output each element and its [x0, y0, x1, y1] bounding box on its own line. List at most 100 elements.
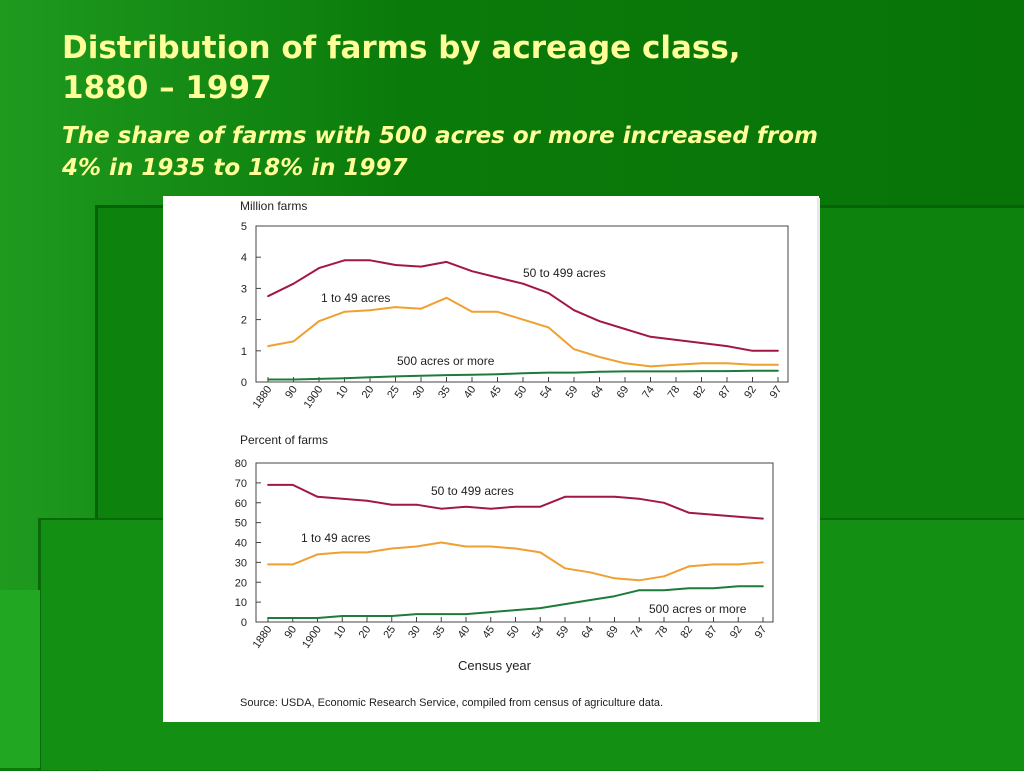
chart1-x-tick-label: 50	[513, 384, 530, 401]
chart1-data-point-500-acres-or-more	[394, 375, 397, 378]
chart2-x-tick-label: 92	[728, 624, 745, 641]
chart2-data-point-1-to-49-acres	[366, 551, 368, 554]
chart1-data-point-500-acres-or-more	[471, 373, 473, 376]
chart2-y-tick-label: 20	[235, 577, 247, 589]
chart2-data-point-500-acres-or-more	[291, 617, 294, 619]
chart2-data-point-500-acres-or-more	[762, 585, 764, 588]
chart2-data-point-500-acres-or-more	[687, 587, 690, 590]
chart2-x-tick-label: 45	[480, 624, 497, 641]
slide-title: Distribution of farms by acreage class, …	[62, 28, 741, 108]
chart2-data-point-1-to-49-acres	[440, 541, 443, 544]
chart2-x-tick-label: 30	[406, 624, 423, 641]
chart1-data-point-50-to-499-acres	[675, 338, 677, 341]
chart1-data-point-500-acres-or-more	[522, 372, 524, 375]
chart2-series-label-1-to-49-acres: 1 to 49 acres	[301, 531, 370, 545]
chart2-data-point-1-to-49-acres	[539, 551, 542, 554]
chart1-data-point-1-to-49-acres	[777, 363, 779, 366]
chart2-data-point-1-to-49-acres	[564, 567, 566, 570]
chart1-data-point-1-to-49-acres	[267, 345, 269, 348]
chart2-data-point-1-to-49-acres	[663, 575, 665, 578]
chart2-data-point-50-to-499-acres	[539, 505, 542, 508]
chart2-data-point-1-to-49-acres	[638, 579, 641, 582]
chart2-data-point-500-acres-or-more	[366, 615, 368, 617]
chart2-x-tick-label: 82	[678, 624, 695, 641]
chart1-x-tick-label: 74	[640, 384, 657, 401]
chart1-series-label-1-to-49-acres: 1 to 49 acres	[321, 291, 390, 305]
chart1-data-point-500-acres-or-more	[369, 376, 371, 379]
chart1-x-tick-label: 1880	[251, 384, 275, 411]
chart1-data-point-50-to-499-acres	[496, 276, 499, 279]
chart1-x-tick-label: 82	[691, 384, 708, 401]
chart1-data-point-1-to-49-acres	[700, 362, 703, 365]
chart2-data-point-500-acres-or-more	[663, 589, 665, 592]
chart2-x-tick-label: 50	[505, 624, 522, 641]
chart2-data-point-50-to-499-acres	[341, 497, 344, 500]
chart1-data-point-500-acres-or-more	[624, 370, 626, 373]
chart2-y-tick-label: 80	[235, 458, 247, 470]
chart2-data-point-1-to-49-acres	[415, 545, 418, 548]
chart1-data-point-1-to-49-acres	[751, 363, 754, 366]
chart1-series-label-50-to-499-acres: 50 to 499 acres	[523, 266, 606, 280]
chart1-data-point-1-to-49-acres	[318, 320, 320, 323]
chart2-data-point-50-to-499-acres	[489, 507, 492, 510]
chart1-x-tick-label: 92	[742, 384, 759, 401]
chart2-x-tick-label: 59	[555, 624, 572, 641]
chart1-data-point-1-to-49-acres	[496, 310, 499, 313]
chart2-data-point-1-to-49-acres	[762, 561, 764, 564]
chart2-data-point-500-acres-or-more	[737, 585, 740, 588]
chart1-data-point-50-to-499-acres	[471, 270, 473, 273]
chart2-data-point-500-acres-or-more	[390, 615, 393, 617]
chart1-data-point-50-to-499-acres	[547, 292, 550, 294]
chart2-data-point-1-to-49-acres	[613, 577, 616, 580]
charts-svg: Source: USDA, Economic Research Service,…	[235, 199, 789, 709]
chart2-y-tick-label: 60	[235, 498, 247, 510]
chart1-y-tick-label: 3	[241, 283, 247, 295]
chart1-x-tick-label: 45	[487, 384, 504, 401]
chart2-data-point-500-acres-or-more	[613, 595, 616, 598]
chart2-data-point-50-to-499-acres	[762, 517, 764, 520]
chart1-x-tick-label: 97	[768, 384, 785, 401]
chart1-data-point-500-acres-or-more	[267, 378, 269, 381]
chart2-data-point-500-acres-or-more	[465, 613, 467, 615]
chart2-data-point-500-acres-or-more	[341, 615, 344, 617]
chart2-data-point-1-to-49-acres	[316, 553, 319, 556]
title-line-1: Distribution of farms by acreage class,	[62, 30, 741, 66]
chart1-data-point-50-to-499-acres	[598, 320, 601, 323]
source-note: Source: USDA, Economic Research Service,…	[240, 697, 663, 709]
chart1-data-point-500-acres-or-more	[751, 369, 754, 372]
chart1-y-axis-title: Million farms	[240, 199, 307, 213]
chart1-data-point-500-acres-or-more	[777, 369, 779, 372]
chart2-y-tick-label: 30	[235, 557, 247, 569]
subtitle-line-1: The share of farms with 500 acres or mor…	[62, 123, 818, 149]
chart2-data-point-1-to-49-acres	[267, 563, 269, 566]
chart1-data-point-500-acres-or-more	[496, 373, 499, 376]
chart1-x-tick-label: 69	[615, 384, 632, 401]
chart1-x-tick-label: 59	[564, 384, 581, 401]
chart1-data-point-50-to-499-acres	[318, 267, 320, 270]
chart2-data-point-500-acres-or-more	[564, 603, 566, 606]
chart2-data-point-500-acres-or-more	[415, 613, 418, 615]
chart1-data-point-500-acres-or-more	[598, 370, 601, 373]
chart1-data-point-50-to-499-acres	[624, 328, 626, 330]
chart2-x-tick-label: 97	[753, 624, 770, 641]
chart2-data-point-50-to-499-acres	[712, 513, 715, 516]
chart1-data-point-500-acres-or-more	[292, 378, 295, 381]
chart2-data-point-1-to-49-acres	[514, 547, 517, 550]
chart2-data-point-500-acres-or-more	[712, 587, 715, 590]
chart2-data-point-50-to-499-acres	[267, 483, 269, 486]
chart2-data-point-1-to-49-acres	[465, 545, 467, 548]
chart2-x-tick-label: 64	[579, 624, 596, 641]
chart-panel: Source: USDA, Economic Research Service,…	[163, 196, 819, 722]
title-line-2: 1880 – 1997	[62, 70, 272, 106]
chart1-data-point-1-to-49-acres	[522, 318, 524, 321]
chart2-y-tick-label: 50	[235, 518, 247, 530]
chart2-data-point-500-acres-or-more	[638, 589, 641, 592]
chart1-series-label-500-acres-or-more: 500 acres or more	[397, 354, 495, 368]
chart2-y-tick-label: 10	[235, 597, 247, 609]
chart1-data-point-50-to-499-acres	[292, 282, 295, 285]
chart2-x-tick-label: 10	[332, 624, 349, 641]
chart2-data-point-50-to-499-acres	[613, 495, 616, 498]
chart2-x-tick-label: 74	[629, 624, 646, 641]
chart2-x-tick-label: 1900	[300, 624, 324, 651]
chart1-x-tick-label: 35	[436, 384, 453, 401]
